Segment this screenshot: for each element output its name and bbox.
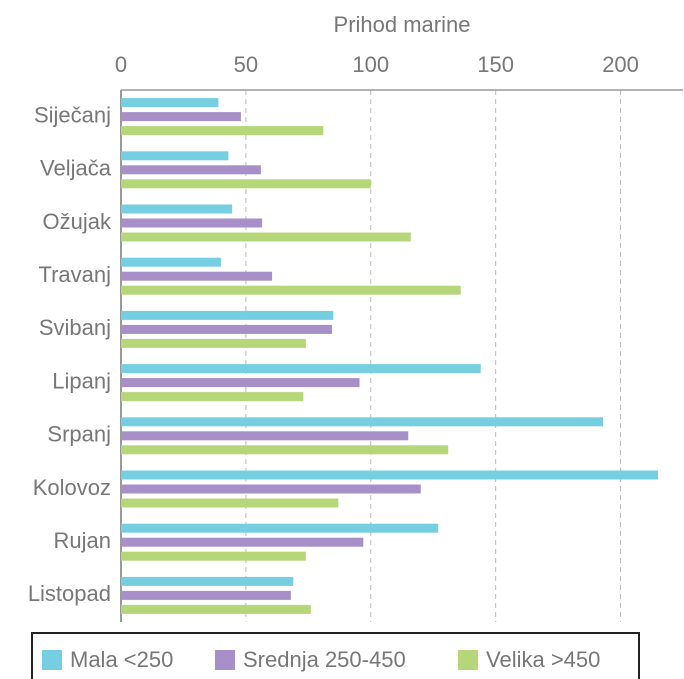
- bar: [121, 218, 263, 228]
- y-tick-label: Rujan: [54, 528, 111, 553]
- y-tick-label: Travanj: [38, 262, 111, 287]
- bar: [121, 445, 449, 455]
- bar: [121, 310, 334, 320]
- bar: [121, 378, 360, 388]
- y-tick-label: Veljača: [40, 156, 112, 181]
- bar: [121, 484, 421, 494]
- x-tick-label: 0: [115, 52, 127, 77]
- legend-swatch: [215, 650, 235, 670]
- bar: [121, 324, 333, 334]
- bar: [121, 431, 409, 441]
- y-tick-label: Listopad: [28, 581, 111, 606]
- bar: [121, 257, 221, 267]
- bar: [121, 537, 364, 547]
- bar: [121, 551, 306, 561]
- bar: [121, 498, 339, 508]
- legend-swatch: [42, 650, 62, 670]
- y-tick-label: Kolovoz: [33, 475, 111, 500]
- bar: [121, 285, 461, 295]
- bar: [121, 112, 241, 122]
- y-tick-label: Srpanj: [47, 422, 111, 447]
- bar: [121, 604, 311, 614]
- y-tick-label: Siječanj: [34, 102, 111, 127]
- y-tick-label: Ožujak: [43, 209, 112, 234]
- bar: [121, 151, 229, 161]
- bar: [121, 417, 604, 427]
- legend-label: Srednja 250-450: [243, 647, 406, 672]
- x-tick-label: 200: [602, 52, 639, 77]
- bar: [121, 165, 261, 175]
- y-tick-label: Svibanj: [39, 315, 111, 340]
- bar: [121, 470, 659, 480]
- bar: [121, 338, 306, 348]
- bar: [121, 204, 233, 214]
- x-tick-label: 50: [234, 52, 258, 77]
- x-tick-label: 100: [352, 52, 389, 77]
- legend-box: [31, 632, 640, 679]
- bar: [121, 392, 304, 402]
- y-tick-label: Lipanj: [52, 368, 111, 393]
- x-axis-label: Prihod marine: [334, 12, 471, 37]
- x-tick-label: 150: [477, 52, 514, 77]
- bar: [121, 232, 411, 242]
- legend-swatch: [458, 650, 478, 670]
- bar: [121, 523, 439, 533]
- bar: [121, 576, 294, 586]
- legend-label: Mala <250: [70, 647, 173, 672]
- bar: [121, 98, 219, 108]
- legend-label: Velika >450: [486, 647, 600, 672]
- bar: [121, 590, 291, 600]
- bar: [121, 364, 481, 374]
- bar: [121, 271, 273, 281]
- bar: [121, 179, 371, 189]
- bar: [121, 126, 324, 136]
